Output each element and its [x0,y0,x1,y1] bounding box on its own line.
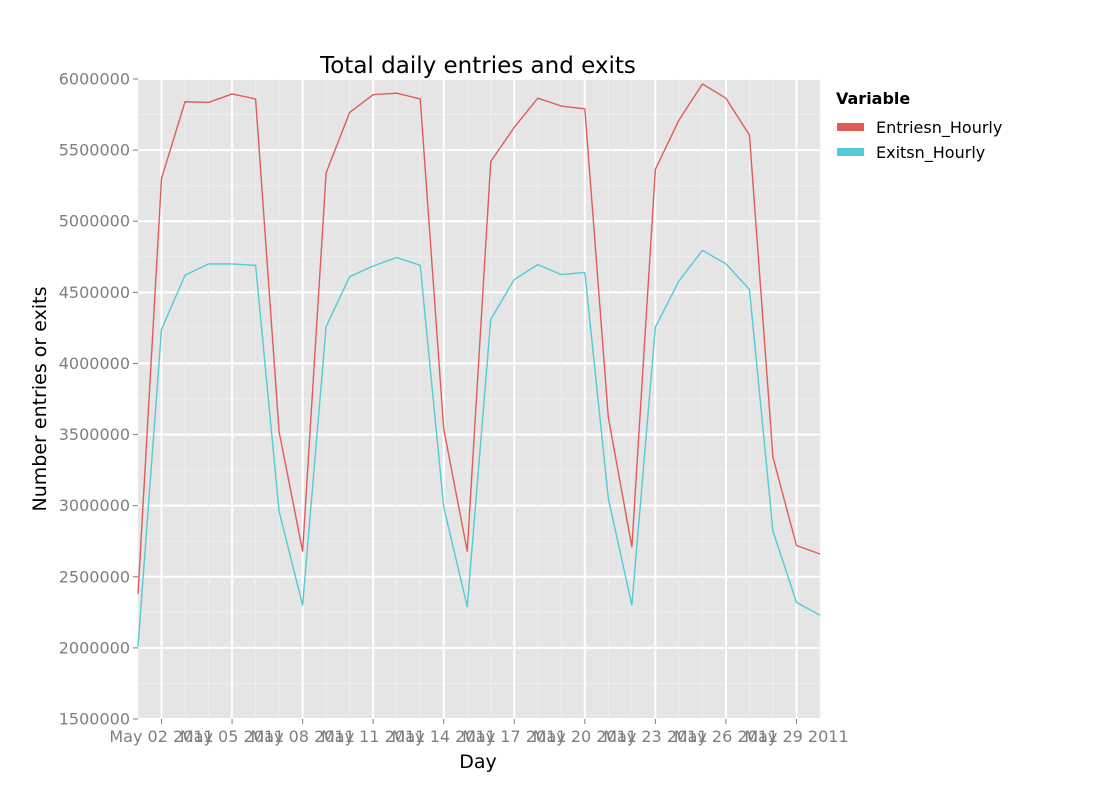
x-axis-title: Day [459,751,497,773]
legend-title: Variable [836,89,910,108]
legend-swatch [837,123,864,131]
y-tick-label: 4000000 [59,354,130,373]
legend: Variable Entriesn_Hourly Exitsn_Hourly [836,89,1002,163]
y-axis-title: Number entries or exits [29,287,51,512]
y-tick-label: 4500000 [59,283,130,302]
y-tick-label: 6000000 [59,70,130,89]
x-tick-label: May 29 2011 [744,727,848,746]
y-tick-label: 2000000 [59,638,130,657]
y-tick-label: 3000000 [59,496,130,515]
chart-title: Total daily entries and exits [319,53,636,79]
y-tick-label: 2500000 [59,567,130,586]
legend-swatch [837,148,864,156]
legend-label: Exitsn_Hourly [876,143,985,163]
y-tick-label: 3500000 [59,425,130,444]
y-tick-label: 5000000 [59,212,130,231]
legend-label: Entriesn_Hourly [876,118,1002,138]
y-tick-label: 5500000 [59,141,130,160]
y-tick-label: 1500000 [59,710,130,729]
